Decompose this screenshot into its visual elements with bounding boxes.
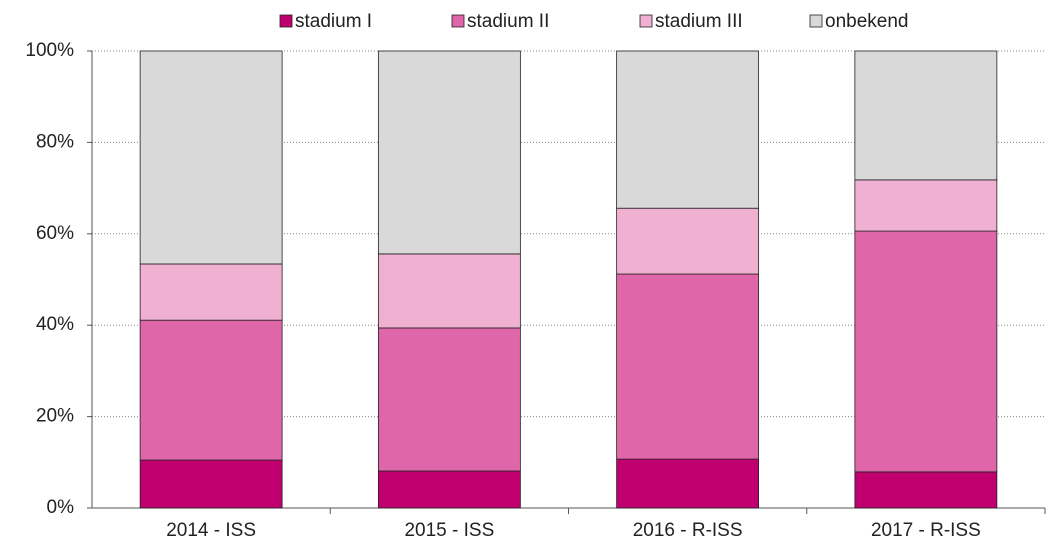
legend-label: stadium II — [467, 11, 549, 32]
legend-label: stadium I — [295, 11, 372, 32]
legend-swatch — [279, 14, 293, 28]
y-tick-label: 60% — [36, 223, 74, 244]
bar-segment — [854, 471, 998, 509]
x-tick-label: 2015 - ISS — [404, 520, 494, 541]
bar-segment — [616, 458, 760, 509]
bar-segment — [377, 327, 521, 472]
bar-segment — [616, 273, 760, 460]
bar-segment — [139, 50, 283, 265]
bar-segment — [377, 50, 521, 255]
legend-label: onbekend — [825, 11, 908, 32]
y-tick-label: 0% — [47, 497, 75, 518]
bar-segment — [139, 263, 283, 321]
legend-swatch — [451, 14, 465, 28]
bar-segment — [377, 253, 521, 329]
bar-segment — [854, 230, 998, 473]
bar-segment — [854, 179, 998, 232]
bar-segment — [616, 207, 760, 275]
bar-segment — [377, 470, 521, 509]
bar-segment — [616, 50, 760, 209]
bar-segment — [139, 459, 283, 509]
x-tick-label: 2014 - ISS — [166, 520, 256, 541]
y-tick-label: 80% — [36, 131, 74, 152]
x-tick-label: 2016 - R-ISS — [633, 520, 743, 541]
legend-swatch — [639, 14, 653, 28]
bar-segment — [854, 50, 998, 181]
y-tick-label: 40% — [36, 314, 74, 335]
legend-label: stadium III — [655, 11, 743, 32]
bar-segment — [139, 319, 283, 461]
y-tick-label: 100% — [25, 40, 74, 61]
x-tick-label: 2017 - R-ISS — [871, 520, 981, 541]
y-tick-label: 20% — [36, 406, 74, 427]
legend-swatch — [809, 14, 823, 28]
